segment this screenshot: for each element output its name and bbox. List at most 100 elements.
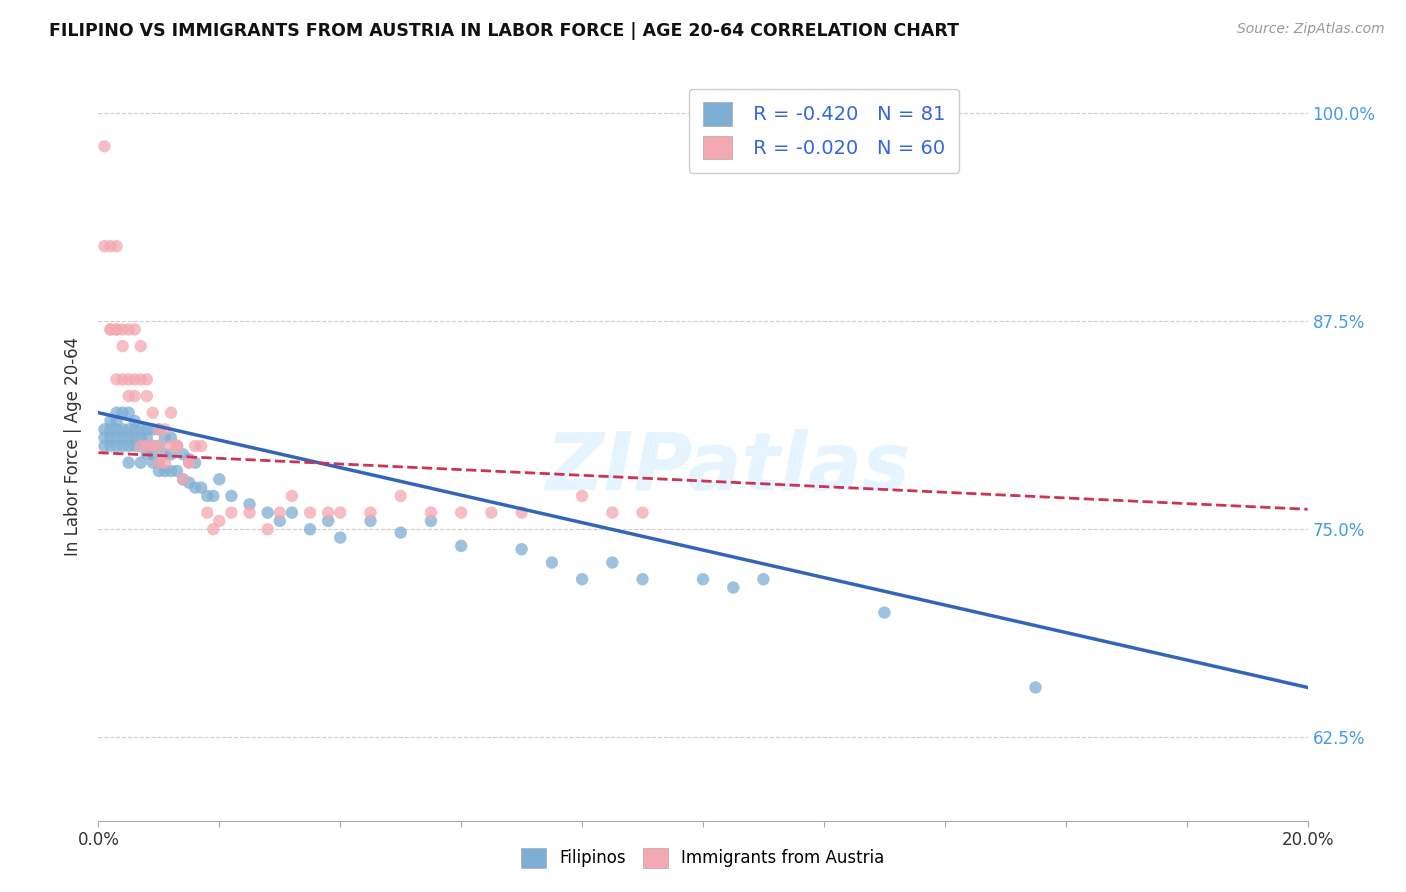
Point — [129, 431, 152, 445]
Point — [166, 439, 188, 453]
Point — [269, 506, 291, 520]
Point — [100, 414, 122, 428]
Point — [450, 539, 472, 553]
Legend: Filipinos, Immigrants from Austria: Filipinos, Immigrants from Austria — [515, 841, 891, 875]
Point — [124, 422, 146, 436]
Point — [692, 572, 714, 586]
Point — [135, 422, 157, 436]
Point — [752, 572, 775, 586]
Point — [111, 439, 134, 453]
Point — [281, 489, 304, 503]
Point — [118, 439, 141, 453]
Point — [153, 464, 176, 478]
Point — [135, 389, 157, 403]
Point — [153, 456, 176, 470]
Point — [124, 439, 146, 453]
Point — [124, 389, 146, 403]
Point — [723, 581, 745, 595]
Point — [93, 439, 115, 453]
Point — [118, 372, 141, 386]
Point — [100, 431, 122, 445]
Point — [316, 506, 339, 520]
Point — [129, 422, 152, 436]
Point — [105, 322, 128, 336]
Point — [111, 339, 134, 353]
Point — [1024, 681, 1046, 695]
Point — [111, 406, 134, 420]
Point — [105, 414, 128, 428]
Point — [179, 475, 201, 490]
Point — [118, 406, 141, 420]
Point — [100, 239, 122, 253]
Point — [166, 439, 188, 453]
Point — [148, 439, 170, 453]
Point — [481, 506, 503, 520]
Point — [129, 439, 152, 453]
Point — [184, 439, 207, 453]
Point — [105, 372, 128, 386]
Point — [202, 489, 225, 503]
Point — [148, 422, 170, 436]
Point — [239, 497, 262, 511]
Point — [124, 372, 146, 386]
Point — [360, 514, 382, 528]
Point — [389, 489, 412, 503]
Point — [93, 431, 115, 445]
Point — [111, 322, 134, 336]
Point — [111, 431, 134, 445]
Point — [148, 422, 170, 436]
Point — [93, 422, 115, 436]
Point — [129, 439, 152, 453]
Point — [100, 422, 122, 436]
Point — [142, 456, 165, 470]
Point — [172, 447, 194, 461]
Point — [195, 489, 218, 503]
Point — [142, 439, 165, 453]
Point — [111, 422, 134, 436]
Point — [129, 456, 152, 470]
Point — [105, 239, 128, 253]
Point — [329, 531, 352, 545]
Point — [239, 506, 262, 520]
Point — [153, 422, 176, 436]
Point — [179, 456, 201, 470]
Point — [111, 372, 134, 386]
Point — [360, 506, 382, 520]
Point — [316, 514, 339, 528]
Point — [148, 456, 170, 470]
Point — [179, 456, 201, 470]
Text: FILIPINO VS IMMIGRANTS FROM AUSTRIA IN LABOR FORCE | AGE 20-64 CORRELATION CHART: FILIPINO VS IMMIGRANTS FROM AUSTRIA IN L… — [49, 22, 959, 40]
Point — [118, 431, 141, 445]
Point — [160, 464, 183, 478]
Point — [148, 439, 170, 453]
Point — [299, 522, 322, 536]
Point — [105, 431, 128, 445]
Point — [269, 514, 291, 528]
Point — [124, 322, 146, 336]
Point — [100, 322, 122, 336]
Point — [450, 506, 472, 520]
Point — [420, 506, 443, 520]
Text: Source: ZipAtlas.com: Source: ZipAtlas.com — [1237, 22, 1385, 37]
Point — [256, 506, 278, 520]
Point — [160, 431, 183, 445]
Point — [195, 506, 218, 520]
Point — [510, 506, 533, 520]
Point — [105, 439, 128, 453]
Point — [389, 525, 412, 540]
Point — [100, 322, 122, 336]
Point — [148, 456, 170, 470]
Point — [540, 556, 562, 570]
Point — [329, 506, 352, 520]
Point — [184, 456, 207, 470]
Point — [281, 506, 304, 520]
Point — [602, 556, 624, 570]
Point — [118, 422, 141, 436]
Point — [100, 439, 122, 453]
Point — [208, 472, 231, 486]
Point — [256, 522, 278, 536]
Point — [142, 447, 165, 461]
Point — [148, 464, 170, 478]
Point — [93, 139, 115, 153]
Point — [190, 481, 212, 495]
